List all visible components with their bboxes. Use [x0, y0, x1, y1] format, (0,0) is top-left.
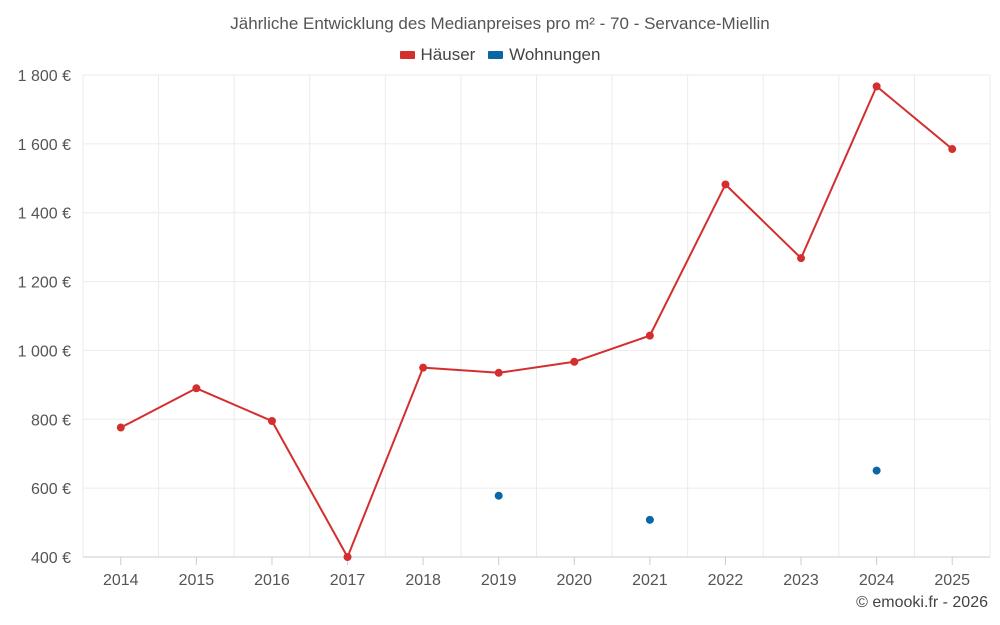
- data-point-wohnungen: [494, 491, 503, 500]
- x-tick-label: 2022: [708, 572, 744, 589]
- x-tick-label: 2023: [783, 572, 819, 589]
- x-tick-label: 2019: [481, 572, 517, 589]
- data-point-haeuser: [721, 180, 730, 189]
- data-point-haeuser: [494, 368, 503, 377]
- chart-title: Jährliche Entwicklung des Medianpreises …: [230, 14, 770, 33]
- y-tick-label: 1 000 €: [18, 343, 71, 360]
- data-point-haeuser: [419, 363, 428, 372]
- legend-swatch-haeuser: [399, 51, 415, 59]
- y-tick-label: 1 200 €: [18, 275, 71, 292]
- data-point-haeuser: [570, 357, 579, 366]
- data-point-haeuser: [797, 254, 806, 263]
- legend-label-wohnungen: Wohnungen: [509, 45, 601, 64]
- data-point-wohnungen: [872, 466, 881, 475]
- x-tick-label: 2016: [254, 572, 290, 589]
- x-tick-label: 2024: [859, 572, 895, 589]
- data-point-haeuser: [343, 553, 352, 561]
- data-point-haeuser: [267, 417, 276, 426]
- x-tick-label: 2020: [556, 572, 592, 589]
- data-point-haeuser: [645, 331, 654, 340]
- data-point-haeuser: [948, 145, 957, 154]
- data-point-haeuser: [192, 384, 201, 393]
- data-point-haeuser: [872, 82, 881, 91]
- legend-swatch-wohnungen: [488, 51, 504, 59]
- legend: Häuser Wohnungen: [0, 44, 1000, 65]
- y-tick-label: 1 800 €: [18, 68, 71, 85]
- legend-item-haeuser[interactable]: Häuser: [399, 45, 476, 65]
- y-tick-label: 600 €: [31, 481, 71, 498]
- x-tick-label: 2014: [103, 572, 139, 589]
- x-tick-label: 2025: [934, 572, 970, 589]
- y-tick-label: 800 €: [31, 412, 71, 429]
- x-tick-label: 2018: [405, 572, 441, 589]
- data-point-haeuser: [116, 423, 125, 432]
- x-tick-label: 2015: [179, 572, 215, 589]
- legend-item-wohnungen[interactable]: Wohnungen: [488, 45, 600, 65]
- y-tick-label: 400 €: [31, 550, 71, 567]
- credit-text: © emooki.fr - 2026: [856, 594, 988, 611]
- x-tick-label: 2021: [632, 572, 668, 589]
- y-tick-label: 1 600 €: [18, 137, 71, 154]
- x-tick-label: 2017: [330, 572, 366, 589]
- data-point-wohnungen: [645, 515, 654, 524]
- series-line-haeuser: [120, 85, 953, 558]
- legend-label-haeuser: Häuser: [420, 45, 476, 64]
- y-tick-label: 1 400 €: [18, 206, 71, 223]
